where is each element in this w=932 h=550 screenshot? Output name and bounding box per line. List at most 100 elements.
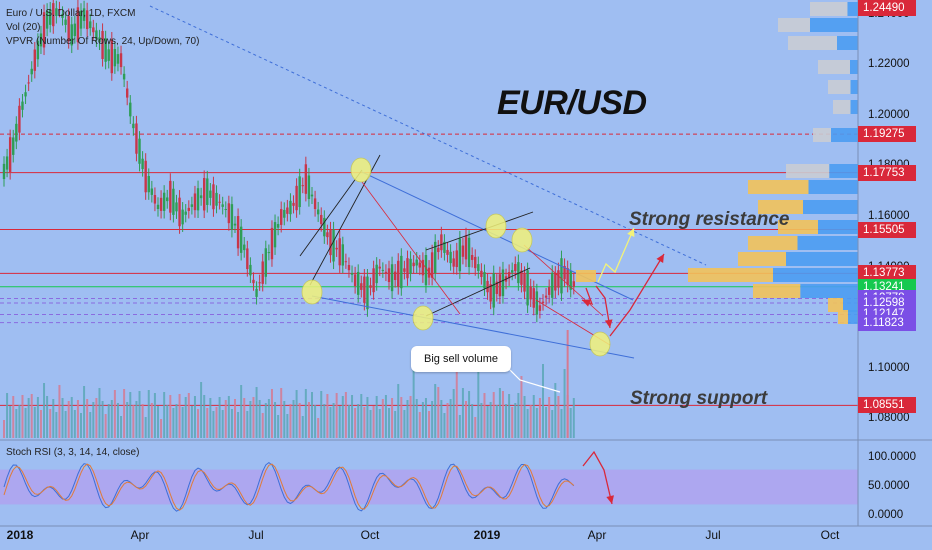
candle-body-40 xyxy=(126,88,129,98)
volume-bar-78 xyxy=(243,398,246,438)
time-tick-6: Jul xyxy=(705,528,721,542)
candle-body-165 xyxy=(511,270,514,273)
candle-body-60 xyxy=(187,207,190,211)
volume-bar-42 xyxy=(132,405,135,438)
volume-bar-151 xyxy=(468,391,471,438)
symbol-legend[interactable]: Euro / U.S. Dollar, 1D, FXCM xyxy=(6,8,136,19)
candle-body-101 xyxy=(313,198,317,210)
volume-bar-53 xyxy=(166,405,169,438)
time-tick-0: 2018 xyxy=(6,528,34,542)
candle-body-13 xyxy=(42,12,46,48)
big-sell-volume-bar xyxy=(566,330,569,438)
candle-body-113 xyxy=(350,273,354,275)
volume-legend[interactable]: Vol (20) xyxy=(6,22,41,33)
vpvr-down-6 xyxy=(813,128,831,142)
candle-body-81 xyxy=(252,279,255,284)
volume-bar-89 xyxy=(277,415,280,438)
candle-body-57 xyxy=(178,197,181,227)
volume-bar-11 xyxy=(36,397,39,438)
volume-bar-169 xyxy=(523,396,526,438)
volume-bar-174 xyxy=(538,398,541,438)
volume-bar-84 xyxy=(261,413,264,438)
volume-bar-82 xyxy=(255,387,258,438)
volume-bar-40 xyxy=(126,402,129,438)
candle-body-92 xyxy=(286,207,289,214)
candle-body-74 xyxy=(230,204,234,230)
volume-bar-17 xyxy=(55,412,58,438)
volume-bar-94 xyxy=(292,400,295,438)
vpvr-up-10 xyxy=(818,220,858,234)
volume-bar-121 xyxy=(375,396,378,438)
candle-body-152 xyxy=(470,254,474,260)
volume-bar-2 xyxy=(9,406,12,438)
candle-body-95 xyxy=(295,185,298,211)
candle-body-3 xyxy=(12,137,15,155)
candle-body-34 xyxy=(107,49,110,61)
volume-bar-4 xyxy=(15,409,18,438)
candle-body-76 xyxy=(236,216,240,249)
candle-body-50 xyxy=(156,204,160,209)
volume-bar-68 xyxy=(212,411,215,438)
volume-bar-143 xyxy=(443,413,446,438)
volume-bar-25 xyxy=(80,413,82,438)
candle-body-180 xyxy=(557,270,560,288)
wedge-lower xyxy=(311,295,635,359)
volume-bar-20 xyxy=(64,411,67,438)
candle-body-109 xyxy=(338,238,341,266)
volume-bar-49 xyxy=(153,393,156,438)
price-tick-8: 1.08000 xyxy=(868,412,910,425)
volume-bar-148 xyxy=(458,415,461,438)
volume-bar-71 xyxy=(221,410,224,438)
candle-body-11 xyxy=(36,40,40,60)
rsi-legend[interactable]: Stoch RSI (3, 3, 14, 14, close) xyxy=(6,447,140,458)
candle-body-183 xyxy=(566,268,569,285)
volume-bar-0 xyxy=(3,420,5,438)
candle-body-172 xyxy=(532,288,535,308)
long-trendline xyxy=(149,5,707,266)
highlight-circle-1 xyxy=(350,157,372,183)
resistance-annotation: Strong resistance xyxy=(629,209,790,230)
volume-bar-6 xyxy=(21,395,24,438)
vpvr-legend[interactable]: VPVR (Number Of Rows, 24, Up/Down, 70) xyxy=(6,36,200,47)
rsi-tick-0: 100.0000 xyxy=(868,451,916,463)
highlight-circle-2 xyxy=(412,305,434,331)
time-tick-4: 2019 xyxy=(473,528,501,542)
candle-body-127 xyxy=(393,271,397,281)
candle-body-52 xyxy=(162,192,166,211)
volume-bar-41 xyxy=(129,392,132,438)
candle-body-182 xyxy=(563,265,566,280)
candle-body-12 xyxy=(39,33,43,47)
volume-bar-48 xyxy=(150,403,153,438)
vpvr-up-8 xyxy=(808,180,858,194)
current-zone-box xyxy=(576,270,596,282)
candle-body-134 xyxy=(415,259,418,266)
volume-bar-116 xyxy=(360,394,363,438)
vpvr-down-0 xyxy=(810,2,848,16)
candle-body-5 xyxy=(18,105,21,133)
volume-bar-43 xyxy=(135,401,138,438)
volume-bar-21 xyxy=(67,401,70,438)
candle-body-179 xyxy=(554,273,557,291)
volume-bar-168 xyxy=(520,376,523,438)
candle-body-24 xyxy=(76,7,80,43)
volume-bar-162 xyxy=(501,391,504,438)
volume-bar-185 xyxy=(572,398,575,438)
volume-bar-173 xyxy=(535,408,538,438)
candle-body-72 xyxy=(224,208,227,210)
candle-body-114 xyxy=(353,274,357,287)
candle-body-174 xyxy=(538,305,542,311)
candle-body-68 xyxy=(212,184,215,210)
candle-body-151 xyxy=(467,237,471,268)
vpvr-up-14 xyxy=(800,284,858,298)
candle-body-97 xyxy=(301,185,304,187)
volume-bar-152 xyxy=(471,404,474,438)
volume-bar-129 xyxy=(400,397,403,438)
candle-body-75 xyxy=(233,223,237,226)
candle-body-20 xyxy=(64,19,67,25)
volume-bar-166 xyxy=(514,403,517,438)
candle-body-85 xyxy=(264,248,267,277)
candle-body-147 xyxy=(455,250,458,268)
candle-body-53 xyxy=(166,197,169,202)
candle-body-146 xyxy=(452,258,455,267)
